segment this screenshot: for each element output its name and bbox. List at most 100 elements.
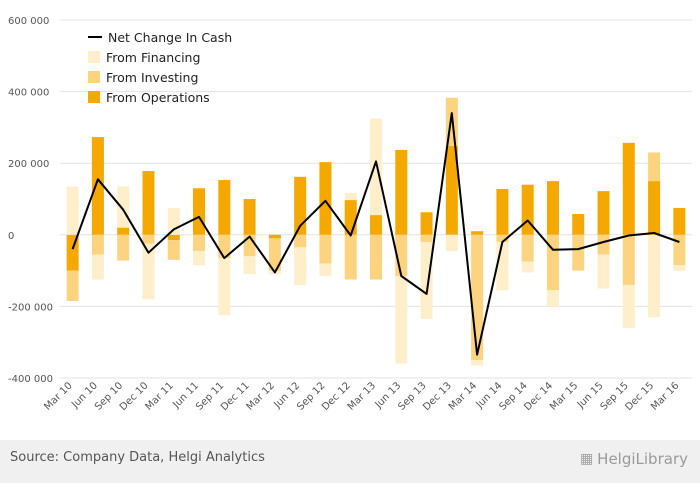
- bar-segment[interactable]: [420, 234, 433, 242]
- bar-segment[interactable]: [243, 199, 256, 235]
- x-tick-label: Mar 14: [447, 380, 479, 412]
- bar-segment[interactable]: [294, 234, 307, 248]
- bar-segment[interactable]: [496, 188, 509, 235]
- bar-segment[interactable]: [622, 284, 635, 328]
- bar-segment[interactable]: [117, 186, 130, 228]
- bar-segment[interactable]: [496, 234, 509, 242]
- bar-segment[interactable]: [370, 234, 382, 280]
- bar-segment[interactable]: [370, 215, 382, 235]
- y-axis: 600 000 400 000 200 000 0 -200 000 -400 000: [8, 16, 53, 385]
- legend-item-financing[interactable]: From Financing: [88, 47, 232, 67]
- bar-segment[interactable]: [344, 192, 357, 201]
- bar-segment[interactable]: [673, 265, 686, 271]
- bar-segment[interactable]: [673, 207, 686, 235]
- bar-segment[interactable]: [597, 254, 610, 289]
- bar-segment[interactable]: [622, 234, 635, 285]
- legend: Net Change In Cash From Financing From I…: [88, 27, 232, 107]
- legend-swatch-icon: [88, 71, 100, 83]
- bar-segment[interactable]: [471, 231, 484, 235]
- brand-text: HelgiLibrary: [597, 450, 688, 468]
- library-icon: ▦: [579, 451, 594, 467]
- bar-segment[interactable]: [142, 243, 155, 300]
- bar-segment[interactable]: [521, 184, 534, 235]
- bar-segment[interactable]: [117, 227, 130, 235]
- bar-segment[interactable]: [218, 180, 231, 235]
- bar-segment[interactable]: [546, 181, 559, 235]
- bar-segment[interactable]: [167, 240, 180, 260]
- bar-segment[interactable]: [319, 263, 332, 276]
- bar-segment[interactable]: [66, 186, 79, 235]
- bar-segment[interactable]: [66, 234, 79, 271]
- bar-segment[interactable]: [268, 238, 281, 271]
- bar-segment[interactable]: [268, 234, 281, 239]
- y-tick-label: -400 000: [8, 374, 53, 385]
- bar-segment[interactable]: [521, 234, 534, 262]
- bar-segment[interactable]: [193, 250, 206, 266]
- bar-segment[interactable]: [319, 234, 332, 264]
- net-change-line[interactable]: [71, 112, 680, 356]
- bar-segment[interactable]: [193, 188, 206, 235]
- legend-item-net-change[interactable]: Net Change In Cash: [88, 27, 232, 47]
- bar-segment[interactable]: [546, 290, 559, 307]
- bar-segment[interactable]: [370, 118, 382, 216]
- bar-segment[interactable]: [471, 360, 484, 366]
- legend-item-operations[interactable]: From Operations: [88, 87, 232, 107]
- bar-segment[interactable]: [521, 261, 534, 273]
- bar-segment[interactable]: [445, 234, 458, 251]
- bar-segment[interactable]: [648, 234, 661, 318]
- bar-segment[interactable]: [294, 247, 307, 285]
- legend-label: Net Change In Cash: [108, 29, 233, 45]
- legend-swatch-icon: [88, 91, 100, 103]
- y-tick-label: 600 000: [8, 16, 49, 27]
- y-tick-label: 400 000: [8, 88, 49, 99]
- bar-segment[interactable]: [294, 176, 307, 235]
- bar-segment[interactable]: [597, 234, 610, 255]
- bar-segment[interactable]: [243, 256, 256, 275]
- bar-segment[interactable]: [648, 181, 661, 235]
- y-tick-label: 0: [8, 231, 14, 242]
- bar-segment[interactable]: [395, 275, 408, 364]
- x-tick-label: Mar 11: [144, 380, 176, 412]
- bar-segment[interactable]: [218, 258, 231, 316]
- bar-segment[interactable]: [395, 149, 408, 235]
- x-tick-label: Mar 10: [42, 380, 74, 412]
- bar-segment[interactable]: [142, 234, 155, 244]
- footer: Source: Company Data, Helgi Analytics ▦ …: [0, 440, 700, 483]
- bar-segment[interactable]: [344, 234, 357, 280]
- legend-label: From Financing: [106, 49, 201, 65]
- bar-segment[interactable]: [420, 241, 433, 319]
- bar-segment[interactable]: [572, 234, 585, 271]
- bar-segment[interactable]: [546, 234, 559, 291]
- y-tick-label: -200 000: [8, 302, 53, 313]
- bar-segment[interactable]: [648, 152, 661, 182]
- bar-segment[interactable]: [597, 191, 610, 235]
- bar-segment[interactable]: [572, 214, 585, 235]
- x-tick-label: Mar 12: [245, 380, 277, 412]
- brand-link[interactable]: ▦ HelgiLibrary: [580, 450, 688, 468]
- bar-segment[interactable]: [91, 234, 104, 255]
- bar-segment[interactable]: [471, 234, 484, 361]
- y-tick-label: 200 000: [8, 159, 49, 170]
- bar-segment[interactable]: [193, 234, 206, 251]
- bar-segment[interactable]: [91, 254, 104, 280]
- bar-segment[interactable]: [445, 146, 458, 235]
- bar-segment[interactable]: [66, 270, 79, 302]
- bar-segment[interactable]: [167, 234, 180, 241]
- x-tick-label: Mar 16: [649, 380, 681, 412]
- legend-label: From Operations: [106, 89, 210, 105]
- bar-segment[interactable]: [420, 212, 433, 235]
- bar-segment[interactable]: [91, 137, 104, 235]
- bar-segment[interactable]: [673, 234, 686, 266]
- legend-line-icon: [88, 36, 102, 38]
- bar-segment[interactable]: [319, 162, 332, 235]
- bar-segment[interactable]: [622, 142, 635, 235]
- bars-layer: [66, 97, 686, 366]
- bar-segment[interactable]: [496, 241, 509, 291]
- cash-flow-chart: 600 000 400 000 200 000 0 -200 000 -400 000 M…: [8, 16, 692, 413]
- x-tick-label: Mar 15: [548, 380, 580, 412]
- bar-segment[interactable]: [142, 171, 155, 235]
- bar-segment[interactable]: [117, 234, 130, 261]
- legend-label: From Investing: [106, 69, 199, 85]
- legend-item-investing[interactable]: From Investing: [88, 67, 232, 87]
